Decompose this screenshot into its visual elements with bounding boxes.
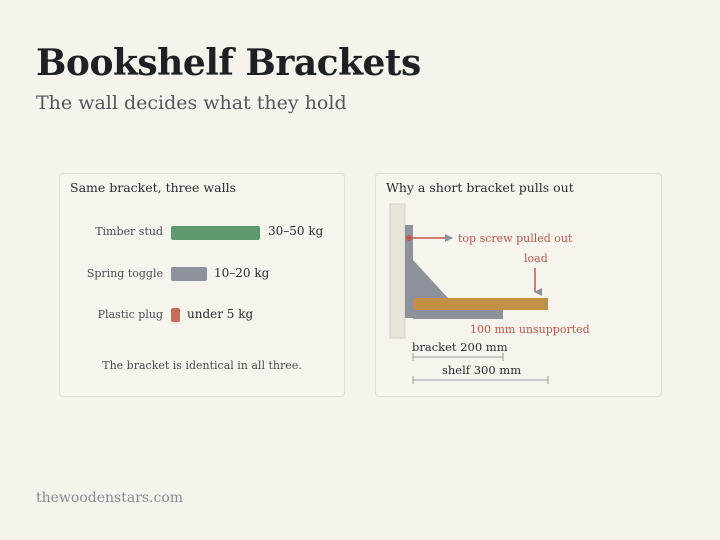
footer-site: thewoodenstars.com xyxy=(36,490,184,506)
panel-note: The bracket is identical in all three. xyxy=(102,359,302,372)
panel-title: Same bracket, three walls xyxy=(70,180,236,195)
row-label-plastic-plug: Plastic plug xyxy=(97,308,163,321)
page-title: Bookshelf Brackets xyxy=(36,42,421,84)
page-subtitle: The wall decides what they hold xyxy=(36,92,347,114)
value-spring-toggle: 10–20 kg xyxy=(214,266,270,280)
bar-spring-toggle xyxy=(171,267,207,281)
value-timber-stud: 30–50 kg xyxy=(268,224,324,238)
panel-title: Why a short bracket pulls out xyxy=(386,180,574,195)
row-label-spring-toggle: Spring toggle xyxy=(86,267,163,280)
value-plastic-plug: under 5 kg xyxy=(187,307,254,321)
wall-comparison-panel: Same bracket, three walls Timber stud 30… xyxy=(59,173,345,397)
bar-timber-stud xyxy=(171,226,260,240)
row-label-timber-stud: Timber stud xyxy=(95,225,163,238)
bracket-diagram-panel: Why a short bracket pulls out xyxy=(375,173,662,397)
bar-plastic-plug xyxy=(171,308,180,322)
